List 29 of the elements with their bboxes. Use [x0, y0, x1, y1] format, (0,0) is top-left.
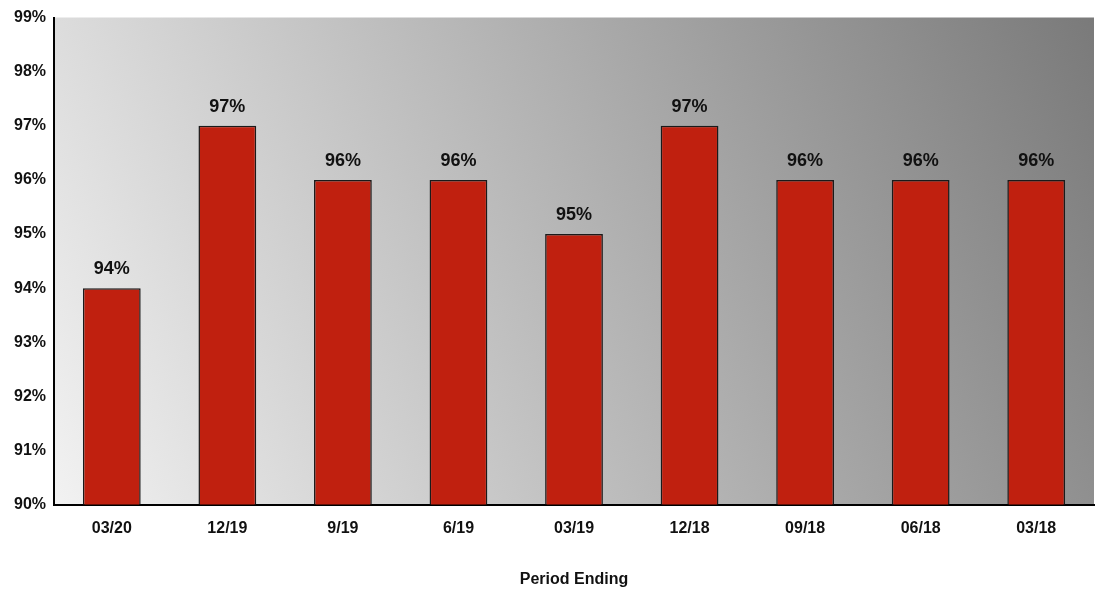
- data-label: 96%: [1018, 149, 1055, 170]
- data-label: 96%: [787, 149, 824, 170]
- y-tick-label: 90%: [13, 495, 47, 513]
- x-tick-label: 09/18: [785, 518, 826, 536]
- y-tick-label: 93%: [13, 332, 47, 350]
- data-label: 97%: [671, 95, 708, 116]
- data-label: 96%: [440, 149, 477, 170]
- data-label: 96%: [324, 149, 361, 170]
- y-tick-label: 95%: [13, 224, 47, 242]
- y-tick-label: 94%: [13, 278, 47, 296]
- x-tick-label: 03/20: [91, 518, 132, 536]
- x-tick-label: 9/19: [327, 518, 359, 536]
- y-tick-label: 99%: [13, 8, 47, 26]
- data-label: 94%: [93, 258, 130, 279]
- data-label: 95%: [556, 204, 593, 225]
- data-label: 96%: [902, 149, 939, 170]
- y-tick-label: 98%: [13, 62, 47, 80]
- y-tick-label: 96%: [13, 170, 47, 188]
- y-tick-label: 97%: [13, 116, 47, 134]
- x-axis-title: Period Ending: [519, 569, 629, 587]
- x-tick-label: 6/19: [442, 518, 475, 536]
- y-tick-label: 91%: [13, 440, 47, 458]
- y-tick-label: 92%: [13, 386, 47, 404]
- x-tick-label: 12/18: [669, 518, 710, 536]
- x-tick-label: 06/18: [900, 518, 941, 536]
- x-tick-label: 03/19: [553, 518, 595, 536]
- data-label: 97%: [209, 95, 246, 116]
- x-tick-label: 03/18: [1016, 518, 1057, 536]
- x-tick-label: 12/19: [207, 518, 248, 536]
